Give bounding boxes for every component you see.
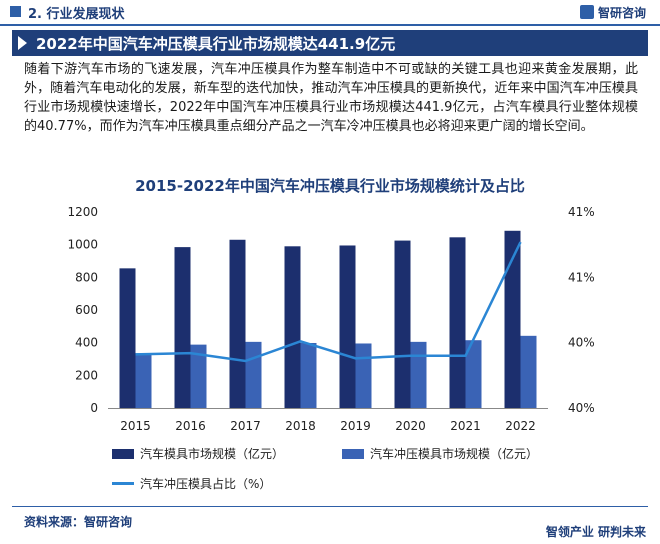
left-axis-tick-label: 0 xyxy=(90,401,98,415)
x-axis-tick-label: 2021 xyxy=(450,419,481,433)
share-line xyxy=(135,241,522,363)
bar-stamping-mold xyxy=(465,340,482,408)
legend-item-share: 汽车冲压模具占比（%） xyxy=(112,475,271,492)
legend-label-stamping-mold: 汽车冲压模具市场规模（亿元） xyxy=(370,447,539,461)
x-axis: 2015 2016 2017 2018 2019 2020 2021 2022 xyxy=(108,408,548,433)
bar-stamping-mold xyxy=(245,341,262,408)
footer-slogan: 智领产业 研判未来 xyxy=(545,525,646,539)
bar-vehicle-mold xyxy=(394,240,411,408)
bottom-divider xyxy=(12,506,648,507)
banner-arrow-icon xyxy=(18,36,27,50)
brand-name: 智研咨询 xyxy=(597,6,646,20)
right-axis-tick-label: 40% xyxy=(568,336,595,350)
legend-item-vehicle-mold: 汽车模具市场规模（亿元） xyxy=(112,445,284,462)
source-note: 资料来源：智研咨询 xyxy=(24,515,133,529)
x-axis-tick-label: 2015 xyxy=(120,419,151,433)
left-axis-tick-label: 1200 xyxy=(67,205,98,219)
bar-vehicle-mold xyxy=(284,246,301,408)
left-axis-tick-label: 400 xyxy=(75,336,98,350)
bar-vehicle-mold xyxy=(174,247,191,408)
bar-stamping-mold xyxy=(520,335,537,408)
legend-label-vehicle-mold: 汽车模具市场规模（亿元） xyxy=(140,447,285,461)
title-banner: 2022年中国汽车冲压模具行业市场规模达441.9亿元 xyxy=(12,30,648,56)
x-axis-tick-label: 2017 xyxy=(230,419,261,433)
legend-item-stamping-mold: 汽车冲压模具市场规模（亿元） xyxy=(342,445,538,462)
brand-logo-icon xyxy=(579,5,594,19)
legend-swatch-light-bar xyxy=(342,449,364,459)
legend-label-share: 汽车冲压模具占比（%） xyxy=(140,477,272,491)
bar-vehicle-mold xyxy=(339,245,356,408)
top-divider xyxy=(0,24,660,26)
bar-stamping-mold xyxy=(135,353,152,408)
top-bar: 2. 行业发展现状 智研咨询 xyxy=(0,0,660,24)
legend-swatch-dark-bar xyxy=(112,449,134,459)
brand: 智研咨询 xyxy=(579,4,646,21)
bar-vehicle-mold xyxy=(119,268,136,408)
bar-vehicle-mold xyxy=(504,230,521,408)
x-axis-tick-label: 2022 xyxy=(505,419,536,433)
section-title: 2. 行业发展现状 xyxy=(28,7,125,22)
share-line-group xyxy=(135,241,522,363)
right-axis-tick-label: 40% xyxy=(568,401,595,415)
x-axis-tick-label: 2018 xyxy=(285,419,316,433)
x-axis-tick-label: 2016 xyxy=(175,419,206,433)
right-axis-tick-label: 41% xyxy=(568,205,595,219)
x-axis-tick-label: 2020 xyxy=(395,419,426,433)
left-axis-tick-label: 800 xyxy=(75,270,98,284)
right-y-axis: 40% 40% 41% 41% xyxy=(568,205,595,415)
bar-stamping-mold xyxy=(410,341,427,408)
x-axis-tick-label: 2019 xyxy=(340,419,371,433)
bar-vehicle-mold xyxy=(229,239,246,408)
chart-title: 2015-2022年中国汽车冲压模具行业市场规模统计及占比 xyxy=(135,177,525,195)
left-axis-tick-label: 600 xyxy=(75,303,98,317)
intro-paragraph: 随着下游汽车市场的飞速发展，汽车冲压模具作为整车制造中不可或缺的关键工具也迎来黄… xyxy=(24,62,638,134)
right-axis-tick-label: 41% xyxy=(568,270,595,284)
section-marker-icon xyxy=(10,6,21,17)
legend-swatch-line xyxy=(112,482,134,485)
bar-stamping-mold xyxy=(355,343,372,408)
banner-title: 2022年中国汽车冲压模具行业市场规模达441.9亿元 xyxy=(36,35,396,53)
left-axis-tick-label: 200 xyxy=(75,368,98,382)
left-y-axis: 0 200 400 600 800 1000 1200 xyxy=(67,205,98,415)
bar-stamping-mold xyxy=(190,344,207,408)
bar-vehicle-mold xyxy=(449,237,466,408)
left-axis-tick-label: 1000 xyxy=(67,238,98,252)
bar-stamping-mold xyxy=(300,342,317,408)
bars-group xyxy=(119,230,537,408)
